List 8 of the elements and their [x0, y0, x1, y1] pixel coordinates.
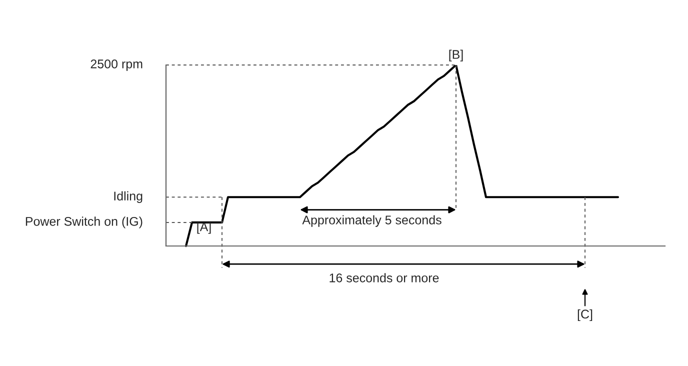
- text: [B]: [449, 50, 463, 62]
- annotation: [A]: [197, 222, 211, 234]
- text: Power Switch on (IG): [26, 216, 142, 228]
- text: [C]: [578, 309, 592, 321]
- annotation: Approximately 5 seconds: [302, 215, 442, 227]
- text: 16 seconds or more: [330, 273, 439, 282]
- text: 2500 rpm: [90, 60, 142, 71]
- text: Idling: [114, 191, 142, 203]
